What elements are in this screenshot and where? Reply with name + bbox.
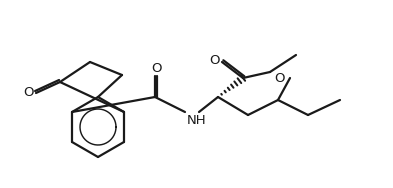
Text: O: O (24, 86, 34, 99)
Text: O: O (151, 61, 161, 74)
Text: NH: NH (187, 114, 207, 127)
Text: O: O (274, 71, 285, 84)
Text: O: O (210, 55, 220, 67)
